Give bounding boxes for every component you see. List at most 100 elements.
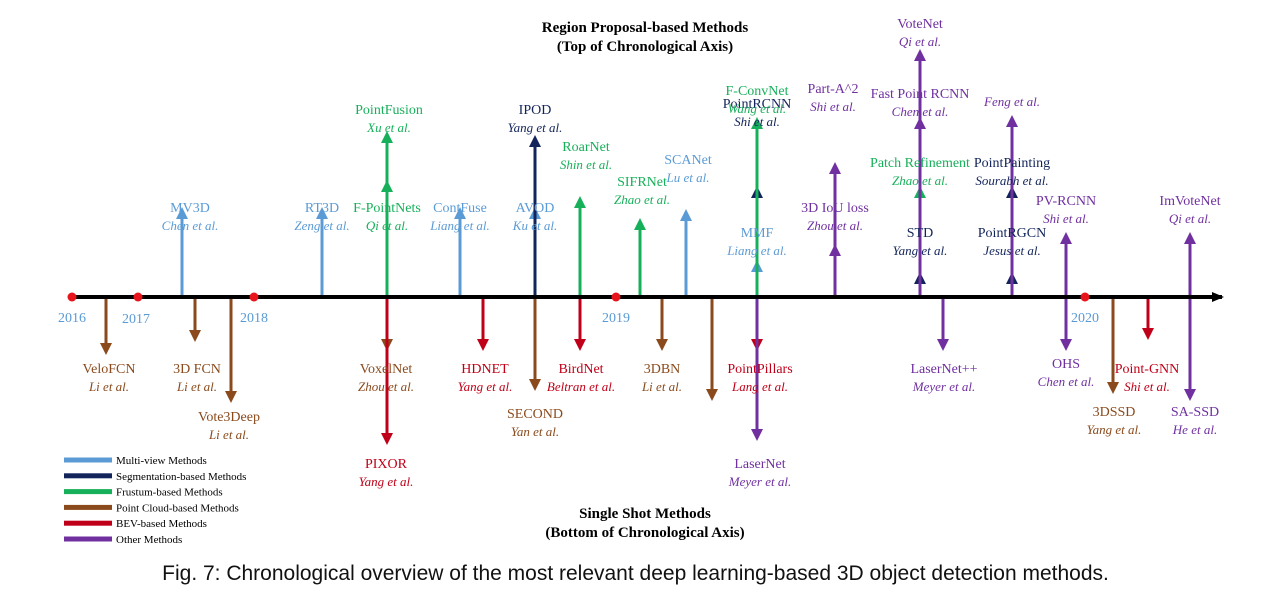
3d-fcn-label: 3D FCN (173, 362, 221, 377)
avod-label: AVOD (516, 201, 555, 216)
sifrnet-label: SIFRNet (617, 175, 667, 190)
pv-rcnn-authors: Shi et al. (1043, 211, 1089, 226)
pointrcnn-label: PointRCNN (723, 97, 791, 112)
method-33-arrow-head (706, 389, 718, 401)
vote3deep-authors: Li et al. (208, 427, 249, 442)
year-dot-2016 (67, 292, 77, 302)
roarnet-authors: Shin et al. (560, 157, 612, 172)
part-a-2-arrow-head (829, 162, 841, 174)
pointpainting-label: PointPainting (974, 156, 1050, 171)
f-pointnets-label: F-PointNets (353, 201, 421, 216)
bottom-header-line2: (Bottom of Chronological Axis) (545, 525, 744, 541)
avod-authors: Ku et al. (512, 218, 557, 233)
ipod-authors: Yang et al. (508, 120, 563, 135)
contfuse-label: ContFuse (433, 201, 487, 216)
year-dot-2018 (249, 292, 259, 302)
year-label-2017: 2017 (122, 312, 150, 327)
ohs-arrow-head (1060, 339, 1072, 351)
vote3deep-label: Vote3Deep (198, 410, 260, 425)
3d-fcn-authors: Li et al. (176, 379, 217, 394)
fast-point-rcnn-label: Fast Point RCNN (871, 87, 970, 102)
legend-swatch-segmentation-based-methods (64, 473, 112, 479)
3dbn-label: 3DBN (644, 362, 681, 377)
year-label-2020: 2020 (1071, 311, 1099, 326)
sa-ssd-label: SA-SSD (1171, 405, 1219, 420)
fast-point-rcnn-authors: Chen et al. (892, 104, 949, 119)
imvotenet-label: ImVoteNet (1159, 194, 1220, 209)
pixor-authors: Yang et al. (359, 474, 414, 489)
scanet-label: SCANet (664, 153, 712, 168)
pointrgcn-authors: Jesus et al. (983, 243, 1040, 258)
velofcn-label: VeloFCN (83, 362, 136, 377)
legend-label-segmentation-based-methods: Segmentation-based Methods (116, 471, 246, 483)
legend-swatch-other-methods (64, 536, 112, 542)
votenet-authors: Qi et al. (899, 34, 941, 49)
f-pointnets-authors: Qi et al. (366, 218, 408, 233)
f-convnet-authors: Wang et al. (728, 101, 786, 116)
top-header-line1: Region Proposal-based Methods (542, 20, 749, 36)
scanet-arrow-head (680, 209, 692, 221)
second-arrow-head (529, 379, 541, 391)
legend-label-multi-view-methods: Multi-view Methods (116, 455, 207, 467)
roarnet-label: RoarNet (562, 140, 610, 155)
mv3d-authors: Chen et al. (162, 218, 219, 233)
year-label-2019: 2019 (602, 311, 630, 326)
birdnet-arrow-head (574, 339, 586, 351)
legend-label-point-cloud-based-methods: Point Cloud-based Methods (116, 502, 239, 514)
sa-ssd-authors: He et al. (1172, 422, 1217, 437)
pointrgcn-label: PointRGCN (978, 226, 1046, 241)
legend-swatch-multi-view-methods (64, 457, 112, 463)
sifrnet-authors: Zhao et al. (614, 192, 670, 207)
3dssd-label: 3DSSD (1093, 405, 1136, 420)
std-label: STD (907, 226, 933, 241)
point-gnn-arrow-head (1142, 328, 1154, 340)
scanet-authors: Lu et al. (666, 170, 710, 185)
voxelnet-label: VoxelNet (360, 362, 413, 377)
feng-et-al-authors: Feng et al. (983, 94, 1040, 109)
second-label: SECOND (507, 407, 563, 422)
part-a-2-label: Part-A^2 (808, 82, 859, 97)
pixor-label: PIXOR (365, 457, 408, 472)
lasernet-authors: Meyer et al. (912, 379, 975, 394)
point-gnn-authors: Shi et al. (1124, 379, 1170, 394)
pointfusion-label: PointFusion (355, 103, 423, 118)
mmf-label: MMF (741, 226, 774, 241)
contfuse-arrow-head (454, 207, 466, 219)
votenet-arrow-head (914, 49, 926, 61)
ohs-label: OHS (1052, 357, 1080, 372)
sifrnet-arrow-head (634, 218, 646, 230)
year-dot-2017 (133, 292, 143, 302)
year-dot-2019 (611, 292, 621, 302)
pointpillars-label: PointPillars (727, 362, 792, 377)
top-header-line2: (Top of Chronological Axis) (557, 39, 733, 55)
legend-label-other-methods: Other Methods (116, 534, 182, 546)
method-labels: MV3D Chen et al. RT3D Zeng et al. F-PointNet… (83, 17, 1221, 489)
pv-rcnn-arrow-head (1060, 232, 1072, 244)
3d-fcn-arrow-head (189, 330, 201, 342)
lasernet-label: LaserNet (734, 457, 785, 472)
3d-iou-loss-authors: Zhou et al. (807, 218, 863, 233)
hdnet-arrow-head (477, 339, 489, 351)
point-gnn-label: Point-GNN (1115, 362, 1180, 377)
year-dot-2020 (1080, 292, 1090, 302)
ohs-authors: Chen et al. (1038, 374, 1095, 389)
sa-ssd-arrow-head (1184, 389, 1196, 401)
patch-refinement-authors: Zhao et al. (892, 173, 948, 188)
lasernet-arrow-head (937, 339, 949, 351)
rt3d-label: RT3D (305, 201, 339, 216)
birdnet-label: BirdNet (558, 362, 603, 377)
birdnet-authors: Beltran et al. (547, 379, 615, 394)
mmf-authors: Liang et al. (726, 243, 787, 258)
hdnet-authors: Yang et al. (458, 379, 513, 394)
year-markers: 2016 2017 2018 2019 2020 (58, 292, 1099, 327)
pointfusion-arrow-head (381, 131, 393, 143)
second-authors: Yan et al. (511, 424, 559, 439)
pixor-arrow-head (381, 433, 393, 445)
patch-refinement-label: Patch Refinement (870, 156, 970, 171)
ipod-label: IPOD (519, 103, 552, 118)
lasernet-authors: Meyer et al. (728, 474, 791, 489)
pointpainting-authors: Sourabh et al. (975, 173, 1048, 188)
legend: Multi-view Methods Segmentation-based Met… (64, 455, 246, 546)
votenet-label: VoteNet (897, 17, 943, 32)
figure-caption: Fig. 7: Chronological overview of the mo… (162, 562, 1109, 585)
